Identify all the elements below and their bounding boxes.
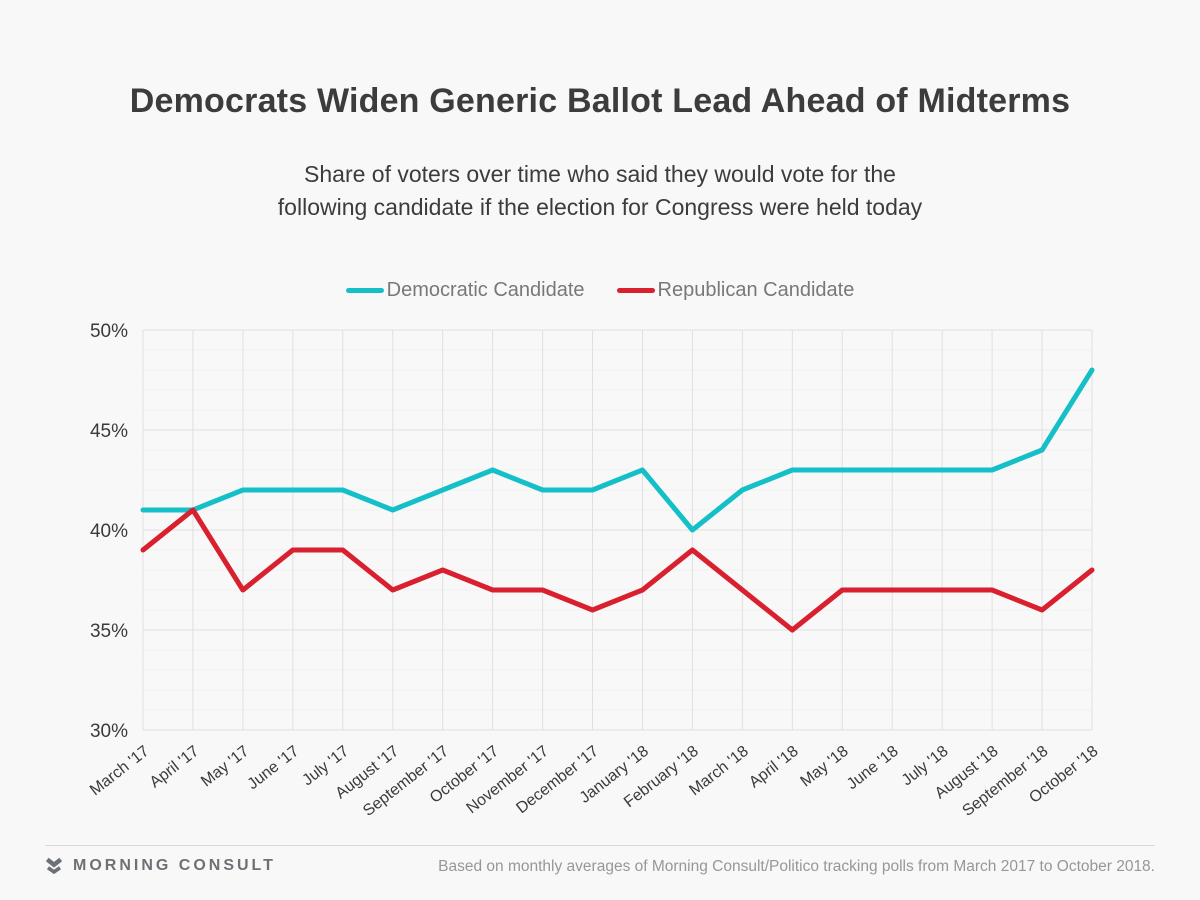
x-axis-label: May '18 [798,743,852,791]
x-axis-label: September '18 [959,743,1051,820]
source-note: Based on monthly averages of Morning Con… [438,858,1155,875]
legend-label-republican: Republican Candidate [657,278,855,301]
y-axis-label: 35% [90,621,128,642]
legend-item-democratic: Democratic Candidate [345,278,585,302]
series-line-republican [140,507,1095,633]
brand-name: MORNING CONSULT [73,856,276,874]
morning-consult-m-logo-icon [45,857,63,875]
series-line-democratic [140,367,1095,533]
y-axis-label: 30% [90,721,128,742]
legend-label-democratic: Democratic Candidate [386,278,585,301]
chart-subtitle: Share of voters over time who said they … [277,161,923,220]
footer-divider [45,845,1155,846]
x-axis-label: April '17 [147,743,203,792]
x-axis-label: June '18 [844,743,902,793]
y-axis-label: 45% [90,421,128,442]
legend-item-republican: Republican Candidate [616,278,855,302]
chart-legend: Democratic Candidate Republican Candidat… [0,276,1200,304]
y-axis-label: 50% [90,321,128,342]
chart-title: Democrats Widen Generic Ballot Lead Ahea… [129,82,1071,120]
x-axis-label: September '17 [360,743,452,820]
brand-logo: MORNING CONSULT [45,856,276,875]
x-axis-label: March '17 [87,743,153,799]
x-axis-label: May '17 [198,743,252,791]
republican-line-swatch-icon [616,287,655,293]
x-axis-label: June '17 [245,743,303,793]
x-axis-label: April '18 [746,743,802,792]
y-axis-label: 40% [90,521,128,542]
democratic-line-swatch-icon [345,287,384,293]
